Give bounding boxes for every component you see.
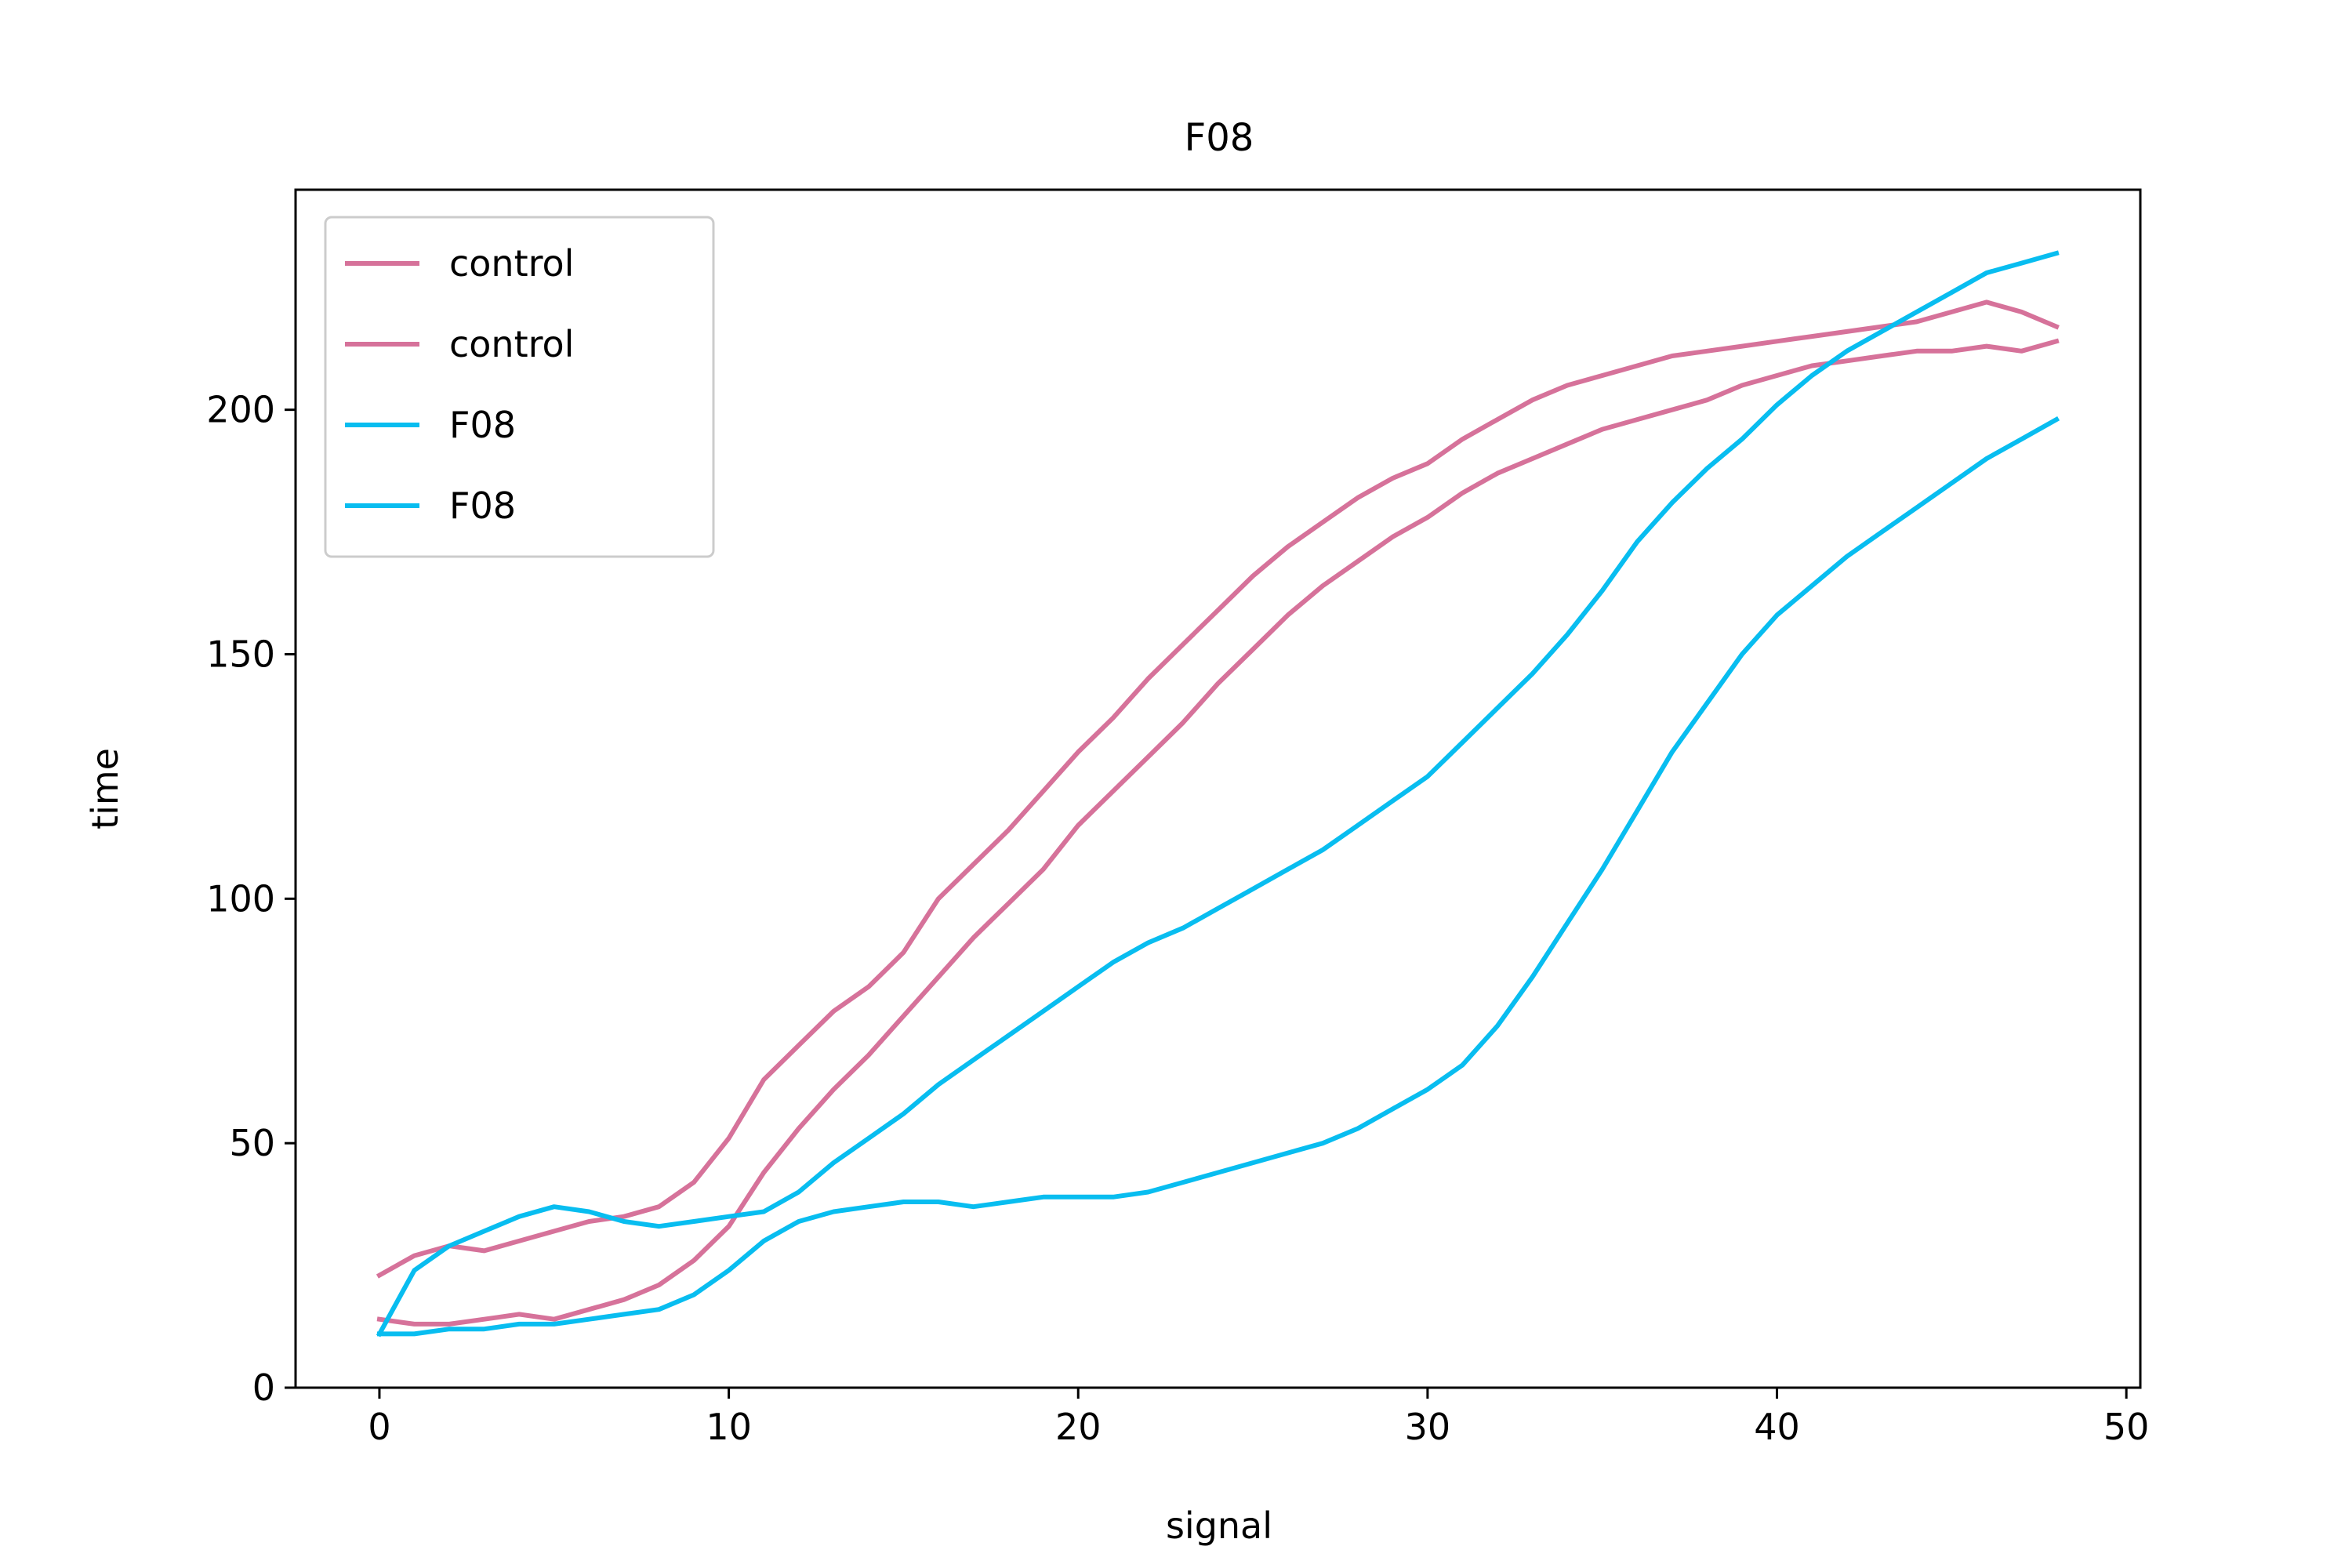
- x-tick-label: 40: [1754, 1406, 1800, 1448]
- series-line-f08-3: [376, 250, 2060, 1338]
- plot-frame: [294, 188, 2142, 1389]
- y-tick-label: 50: [229, 1122, 275, 1164]
- legend-box: [324, 216, 715, 558]
- x-tick-label: 30: [1405, 1406, 1451, 1448]
- x-axis-label: signal: [1166, 1504, 1272, 1547]
- y-tick-label: 200: [206, 389, 275, 431]
- legend-label: control: [449, 242, 574, 285]
- legend-items: control control F08 F08: [345, 242, 574, 527]
- x-tick-label: 10: [706, 1406, 752, 1448]
- y-tick-label: 0: [252, 1367, 275, 1409]
- y-axis-label: time: [84, 748, 126, 829]
- x-tick-label: 0: [368, 1406, 390, 1448]
- legend-label: F08: [449, 485, 516, 527]
- y-tick-label: 100: [206, 877, 275, 920]
- legend: control control F08 F08: [324, 216, 715, 558]
- chart-title: F08: [1185, 116, 1254, 160]
- series-line-control-1: [376, 299, 2060, 1279]
- legend-label: control: [449, 323, 574, 365]
- x-tick-label: 20: [1055, 1406, 1102, 1448]
- axes-layer: 0 10 20 30 40 50 0 50 100 150 200: [206, 389, 2149, 1448]
- series-line-control-2: [376, 338, 2060, 1327]
- x-tick-label: 50: [2103, 1406, 2150, 1448]
- series-layer: [376, 250, 2060, 1338]
- series-line-f08-4: [377, 416, 2060, 1337]
- y-tick-label: 150: [206, 633, 275, 675]
- legend-label: F08: [449, 404, 516, 446]
